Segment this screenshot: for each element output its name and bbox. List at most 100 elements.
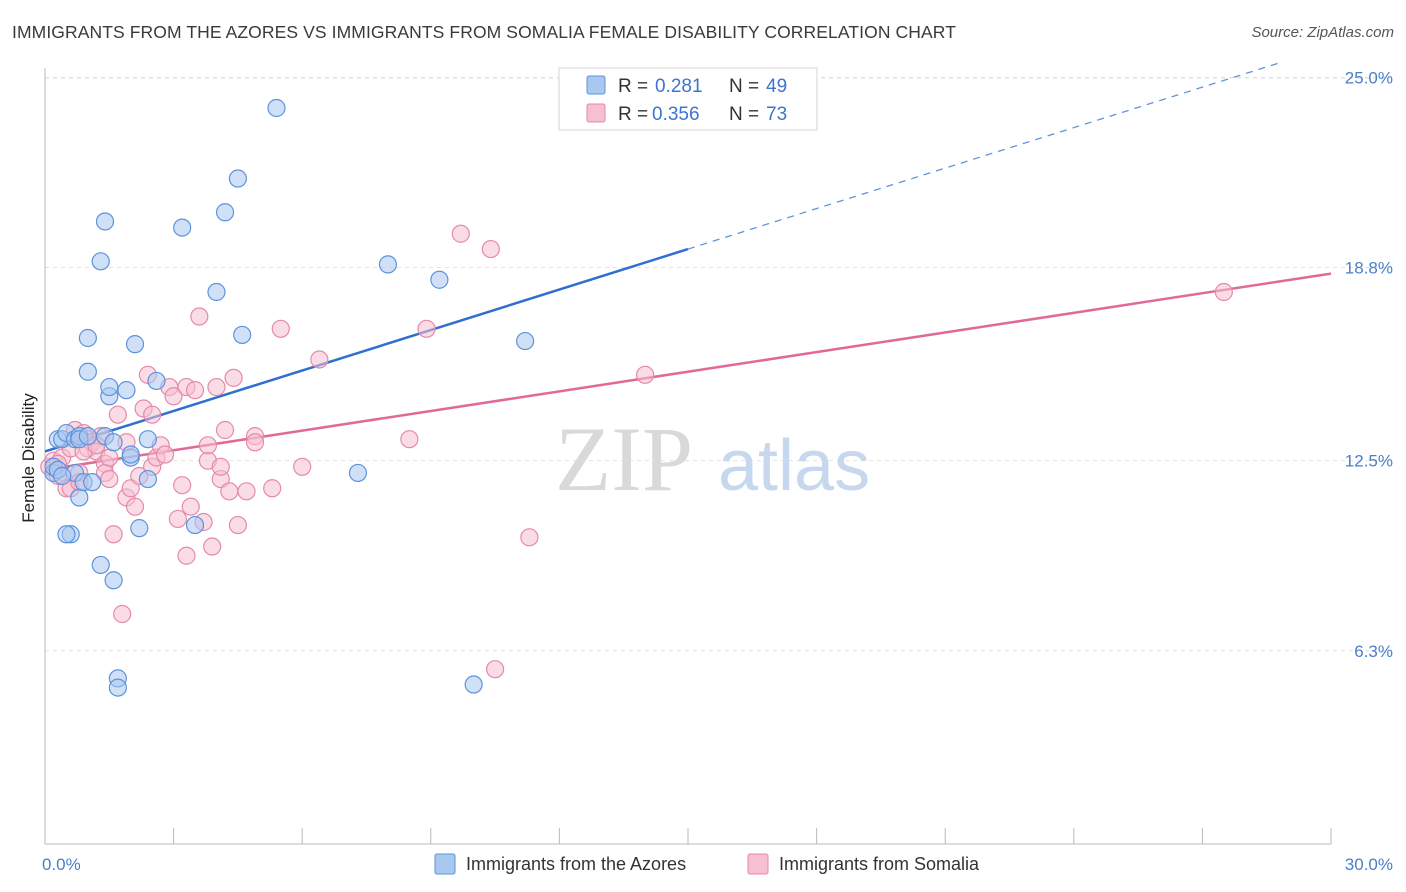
point-somalia bbox=[271, 319, 290, 338]
point-somalia bbox=[104, 525, 123, 544]
stats-legend: R = 0.281 N = 49 R = 0.356 N = 73 bbox=[558, 67, 818, 131]
point-somalia bbox=[100, 448, 119, 467]
point-somalia bbox=[113, 604, 132, 624]
legend-swatch-azores bbox=[586, 75, 606, 95]
point-somalia bbox=[177, 546, 196, 565]
point-somalia bbox=[207, 377, 226, 397]
watermark: ZIP atlas bbox=[555, 408, 870, 510]
point-azores bbox=[173, 218, 192, 237]
legend-n-label-somalia: N = bbox=[729, 104, 759, 125]
point-azores bbox=[100, 377, 119, 397]
bottom-swatch-somalia bbox=[747, 853, 769, 875]
point-somalia bbox=[125, 497, 145, 516]
legend-n-value-azores: 49 bbox=[766, 76, 787, 97]
point-azores bbox=[117, 381, 136, 400]
bottom-legend-somalia: Immigrants from Somalia bbox=[779, 854, 980, 874]
point-somalia bbox=[211, 457, 230, 476]
point-somalia bbox=[636, 365, 655, 384]
legend-r-value-azores: 0.281 bbox=[655, 76, 703, 97]
y-tick-label: 18.8% bbox=[1345, 258, 1393, 277]
point-somalia bbox=[143, 405, 162, 424]
point-somalia bbox=[400, 430, 419, 449]
point-azores bbox=[91, 252, 110, 271]
series-legend: Immigrants from the Azores Immigrants fr… bbox=[434, 853, 980, 875]
point-somalia bbox=[1214, 282, 1233, 302]
point-somalia bbox=[203, 537, 222, 556]
point-somalia bbox=[121, 479, 140, 498]
point-azores bbox=[233, 325, 252, 345]
point-azores bbox=[121, 445, 140, 464]
axes bbox=[44, 68, 1332, 845]
point-azores bbox=[78, 362, 97, 381]
point-azores bbox=[430, 270, 449, 289]
data-points bbox=[40, 98, 1233, 697]
watermark-atlas: atlas bbox=[718, 426, 870, 506]
point-somalia bbox=[293, 457, 312, 476]
point-somalia bbox=[155, 445, 175, 464]
point-azores bbox=[57, 525, 76, 544]
point-somalia bbox=[168, 509, 187, 529]
point-azores bbox=[138, 430, 157, 449]
x-tick-label: 0.0% bbox=[42, 855, 81, 874]
point-azores bbox=[70, 488, 89, 507]
point-azores bbox=[207, 282, 226, 302]
y-tick-label: 12.5% bbox=[1345, 452, 1393, 471]
x-tick-label: 30.0% bbox=[1345, 855, 1393, 874]
legend-swatch-somalia bbox=[586, 103, 606, 123]
bottom-swatch-azores bbox=[434, 853, 456, 875]
point-azores bbox=[378, 255, 398, 274]
point-azores bbox=[125, 335, 145, 354]
watermark-zip: ZIP bbox=[555, 408, 693, 510]
legend-r-label-somalia: R = bbox=[618, 104, 648, 125]
point-azores bbox=[215, 203, 235, 222]
legend-n-value-somalia: 73 bbox=[766, 104, 787, 125]
point-somalia bbox=[215, 420, 235, 440]
point-somalia bbox=[310, 350, 329, 369]
point-somalia bbox=[451, 224, 470, 243]
point-azores bbox=[130, 519, 149, 538]
point-somalia bbox=[100, 469, 119, 489]
point-azores bbox=[516, 331, 535, 351]
point-somalia bbox=[198, 436, 217, 455]
point-azores bbox=[138, 469, 157, 489]
point-azores bbox=[83, 473, 102, 492]
point-somalia bbox=[237, 482, 256, 501]
grid-lines bbox=[45, 76, 1392, 652]
tick-labels: 6.3% 12.5% 18.8% 25.0% 0.0% 30.0% bbox=[42, 68, 1393, 874]
point-azores bbox=[267, 98, 286, 118]
point-azores bbox=[78, 328, 97, 348]
point-somalia bbox=[263, 479, 282, 498]
source-label: Source: ZipAtlas.com bbox=[1251, 24, 1394, 41]
y-tick-label: 6.3% bbox=[1354, 642, 1393, 661]
point-azores bbox=[185, 515, 205, 535]
point-azores bbox=[464, 675, 483, 694]
point-azores bbox=[104, 571, 123, 590]
point-azores bbox=[104, 433, 123, 452]
point-azores bbox=[78, 427, 97, 446]
point-azores bbox=[95, 212, 115, 231]
point-azores bbox=[108, 678, 127, 697]
y-tick-label: 25.0% bbox=[1345, 68, 1393, 87]
point-azores bbox=[348, 463, 368, 483]
point-somalia bbox=[220, 482, 239, 501]
point-somalia bbox=[164, 387, 183, 406]
point-azores bbox=[147, 371, 166, 391]
point-azores bbox=[228, 169, 247, 188]
legend-r-value-somalia: 0.356 bbox=[652, 104, 700, 125]
point-somalia bbox=[520, 528, 539, 547]
point-somalia bbox=[486, 660, 505, 679]
point-somalia bbox=[185, 381, 205, 400]
point-azores bbox=[91, 555, 110, 575]
point-somalia bbox=[173, 476, 192, 495]
bottom-legend-azores: Immigrants from the Azores bbox=[466, 854, 686, 874]
point-somalia bbox=[245, 433, 265, 452]
point-somalia bbox=[108, 405, 127, 424]
legend-n-label-azores: N = bbox=[729, 76, 759, 97]
chart-title: IMMIGRANTS FROM THE AZORES VS IMMIGRANTS… bbox=[12, 22, 956, 42]
point-azores bbox=[53, 466, 72, 486]
point-somalia bbox=[228, 515, 247, 535]
point-somalia bbox=[481, 239, 500, 259]
point-somalia bbox=[181, 497, 200, 516]
y-axis-label: Female Disability bbox=[19, 393, 38, 523]
